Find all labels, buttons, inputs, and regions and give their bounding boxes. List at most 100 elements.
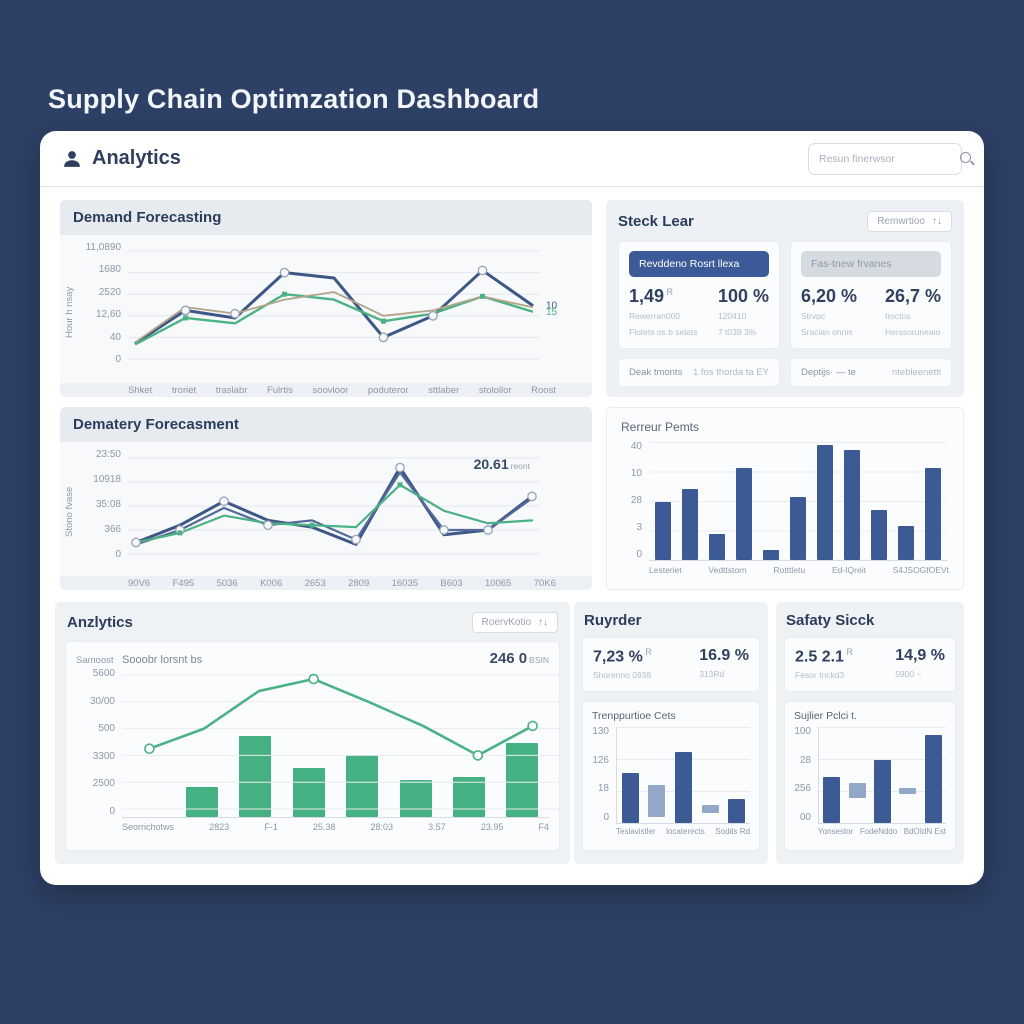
x-tick: Vedttstorn <box>708 565 747 575</box>
svg-text:10: 10 <box>546 301 558 312</box>
x-tick: 3.57 <box>428 822 446 832</box>
stock-lear-title: Steck Lear <box>618 213 694 230</box>
bar <box>848 782 866 799</box>
x-tick: 23.95 <box>480 822 504 832</box>
user-icon <box>62 149 82 169</box>
bar-column <box>229 669 282 817</box>
dematery-y-ticks: 23:50 10918 35:08 366 0 <box>78 450 128 560</box>
bar <box>621 773 639 824</box>
sort-icon: ↑↓ <box>538 617 548 628</box>
y-tick: 10 <box>630 468 642 479</box>
transportation-chart-card: Trenppurtioe Cets 130 126 18 0 Teslavistler… <box>582 701 760 852</box>
demand-forecasting-title: Demand Forecasting <box>60 200 592 235</box>
demand-chart: 10 15 <box>128 243 572 381</box>
y-tick: 28 <box>630 495 642 506</box>
search-icon[interactable] <box>958 150 976 168</box>
search-input[interactable] <box>809 152 958 165</box>
supplier-chart-card: Sujlier Pclci t. 100 28 256 00 Yonsestor Fod… <box>784 701 956 852</box>
dematery-annotation: 20.61 reont <box>473 456 530 472</box>
x-tick: sttlaber <box>428 385 460 396</box>
footer-label: Deptijs· — te <box>801 366 856 378</box>
rerreur-x-ticks: Lesteriet Vedttstorn Rotttletu Ed-IQreit S4J… <box>649 565 949 575</box>
kpi-sub-label: 313Rd <box>699 669 725 679</box>
bar <box>898 525 915 560</box>
x-tick: 28:03 <box>370 822 394 832</box>
anzlytics-annotation: 246 0 BSIN <box>489 650 549 667</box>
kpi-value: 1,49 R <box>629 286 674 306</box>
bar <box>674 752 692 824</box>
ruyrder-panel: Ruyrder 7,23 % R Shorenno 0938 16.9 % 313Rd… <box>574 602 768 864</box>
kpi-sub-label: Flotets os b selats <box>629 326 698 337</box>
footer-value: 1 fos thorda ta EY <box>692 366 769 378</box>
x-tick: K006 <box>260 578 283 589</box>
bar-column <box>389 669 442 817</box>
bar-column <box>442 669 495 817</box>
page-title: Supply Chain Optimzation Dashboard <box>48 84 540 114</box>
x-tick: Roost <box>531 385 556 396</box>
safety-stock-panel: Safaty Sicck 2.5 2.1 R Fesor tnckd3 14,9 %… <box>776 602 964 864</box>
kpi: 14,9 % 5900 ~ <box>895 647 945 682</box>
stock-dropdown[interactable]: Remwrtioo ↑↓ <box>867 211 952 232</box>
ruyrder-title: Ruyrder <box>584 612 642 629</box>
sort-icon: ↑↓ <box>932 216 942 227</box>
y-tick: 130 <box>592 726 609 738</box>
dematery-line-chart <box>128 457 540 555</box>
bar-column <box>924 727 942 824</box>
bar-column <box>728 727 746 824</box>
x-tick: Teslavistler <box>616 827 656 837</box>
anzlytics-line-overlay <box>122 673 560 810</box>
dashboard-card: Analytics Demand Forecasting Hour h nsay… <box>40 131 984 885</box>
bar <box>762 549 779 560</box>
y-tick: 5600 <box>92 668 115 679</box>
forecast-navy-line <box>134 268 534 345</box>
actual-green-line <box>134 483 534 544</box>
dematery-title: Dematery Forecasment <box>60 407 592 442</box>
transportation-x-ticks: Teslavistler locaterects Sodits Rd <box>616 827 750 836</box>
anzlytics-subtitle: Sooobr lorsnt bs <box>122 654 203 666</box>
stock-filter-button[interactable]: Fas-tnew frvanes <box>801 251 941 277</box>
y-tick: 0 <box>115 353 121 365</box>
anzlytics-chart-card: Samoost Sooobr lorsnt bs 246 0 BSIN 5600 3… <box>65 641 560 851</box>
y-tick: 3 <box>636 522 642 533</box>
bar <box>681 489 698 560</box>
kpi-sub-label: Strvpc <box>801 311 826 321</box>
x-tick: Seorrichotws <box>122 822 175 832</box>
x-tick: F-1 <box>264 822 278 832</box>
bar <box>817 444 833 560</box>
bar-column <box>674 727 692 824</box>
search-box[interactable] <box>808 142 971 175</box>
y-tick: 126 <box>592 754 609 766</box>
bar <box>399 780 432 817</box>
bar <box>701 804 719 814</box>
x-tick: F4 <box>538 822 549 832</box>
bar <box>728 799 746 824</box>
x-tick: Fulrtis <box>266 385 293 396</box>
y-tick: 0 <box>603 812 609 824</box>
svg-text:15: 15 <box>546 307 558 318</box>
stock-filter-button[interactable]: Revddeno Rosrt llexa <box>629 251 769 277</box>
y-tick: 100 <box>794 726 811 738</box>
supplier-x-ticks: Yonsestor FodeNddo BdOIdN Est <box>818 827 946 836</box>
plan-navy-line <box>134 466 534 546</box>
kpi-value: 16.9 % <box>699 647 749 664</box>
anzlytics-bars <box>122 669 549 817</box>
bar <box>789 497 806 560</box>
x-tick: Yonsestor <box>818 827 854 837</box>
kpi-sub-label: Shorenno 0938 <box>593 670 652 681</box>
rerreur-pemts-panel: Rerreur Pemts 40 10 28 3 0 Lesteriet Vedttsto… <box>606 407 964 590</box>
y-tick: 1680 <box>98 264 121 276</box>
dematery-x-ticks: 90V6 F495 5036 K006 2653 2809 16035 B603 10065 70… <box>128 578 556 589</box>
anzlytics-title: Anzlytics <box>67 614 133 631</box>
bar-column <box>621 727 639 824</box>
bar <box>924 734 942 824</box>
y-tick: 18 <box>597 783 609 795</box>
kpi-value: 7,23 % R <box>593 647 652 666</box>
transportation-title: Trenppurtioe Cets <box>592 710 676 723</box>
x-tick: 2809 <box>348 578 370 589</box>
y-tick: 0 <box>115 549 121 560</box>
kpi-sub-label: Sracian onnis <box>801 326 853 337</box>
anzlytics-dropdown[interactable]: RoervKotio ↑↓ <box>471 612 558 633</box>
supplier-y-ticks: 100 28 256 00 <box>794 727 818 823</box>
kpi: 6,20 % Strvpc Sracian onnis <box>801 286 857 339</box>
